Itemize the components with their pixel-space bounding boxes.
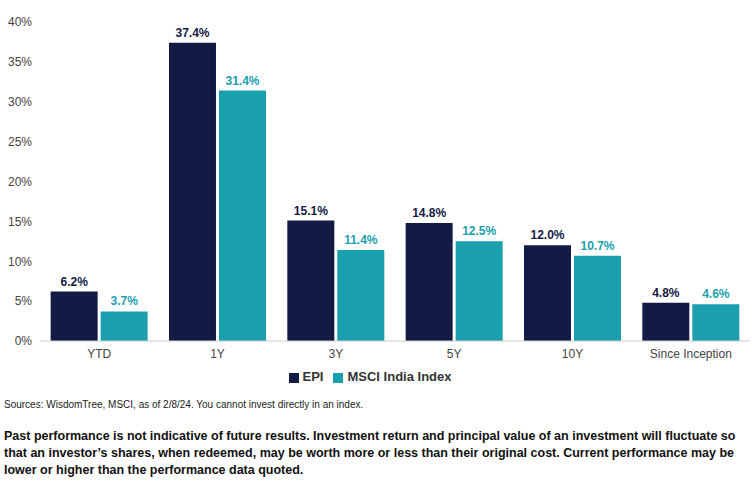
- svg-text:4.8%: 4.8%: [652, 286, 680, 300]
- svg-text:37.4%: 37.4%: [175, 26, 209, 40]
- svg-text:15.1%: 15.1%: [294, 204, 328, 218]
- svg-text:0%: 0%: [15, 334, 33, 348]
- svg-text:4.6%: 4.6%: [702, 287, 730, 301]
- svg-text:14.8%: 14.8%: [412, 206, 446, 220]
- html-text:MSCI India Index: MSCI India Index: [347, 369, 452, 384]
- html-text:Sources: WisdomTree, MSCI, as: Sources: WisdomTree, MSCI, as of 2/8/24.…: [4, 399, 364, 410]
- svg-text:1Y: 1Y: [210, 347, 225, 361]
- svg-text:35%: 35%: [8, 55, 32, 69]
- svg-text:31.4%: 31.4%: [225, 74, 259, 88]
- svg-text:12.0%: 12.0%: [530, 228, 564, 242]
- html-text:EPI: EPI: [302, 369, 324, 384]
- svg-text:3.7%: 3.7%: [110, 294, 138, 308]
- svg-text:YTD: YTD: [87, 347, 111, 361]
- svg-text:3Y: 3Y: [328, 347, 343, 361]
- svg-text:10.7%: 10.7%: [580, 239, 614, 253]
- svg-text:6.2%: 6.2%: [60, 275, 88, 289]
- svg-text:5Y: 5Y: [447, 347, 462, 361]
- svg-text:12.5%: 12.5%: [462, 224, 496, 238]
- svg-text:40%: 40%: [8, 15, 32, 29]
- svg-text:15%: 15%: [8, 215, 32, 229]
- svg-text:25%: 25%: [8, 135, 32, 149]
- svg-text:10%: 10%: [8, 255, 32, 269]
- html-text:Past performance is not indica: Past performance is not indicative of fu…: [4, 429, 736, 477]
- svg-text:10Y: 10Y: [562, 347, 583, 361]
- svg-text:Since Inception: Since Inception: [650, 347, 732, 361]
- svg-text:30%: 30%: [8, 95, 32, 109]
- svg-text:20%: 20%: [8, 175, 32, 189]
- svg-text:5%: 5%: [15, 294, 33, 308]
- svg-text:11.4%: 11.4%: [344, 233, 378, 247]
